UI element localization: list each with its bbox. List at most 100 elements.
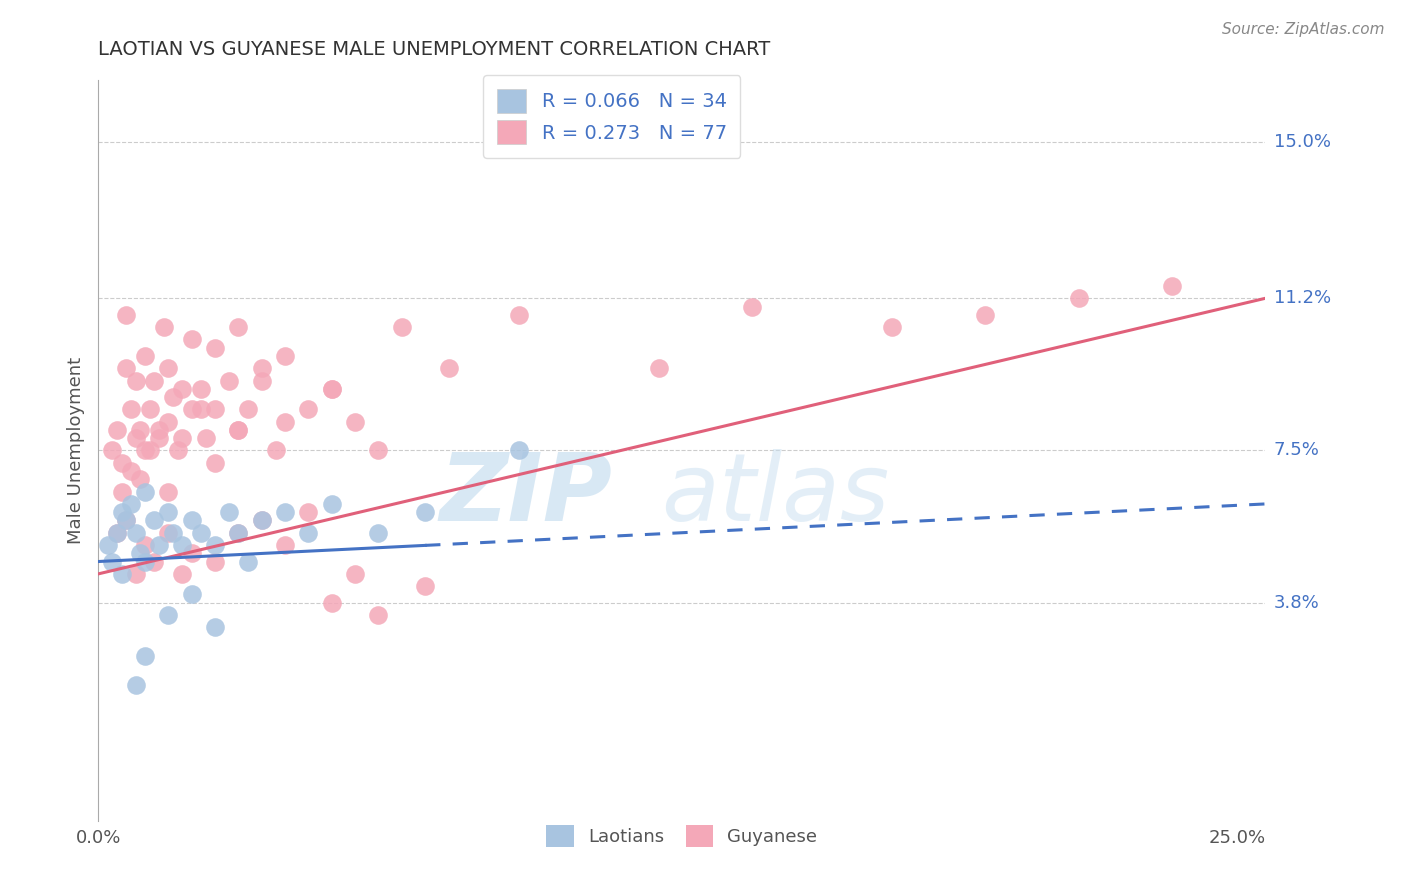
Point <box>218 374 240 388</box>
Point <box>129 423 152 437</box>
Point <box>321 497 343 511</box>
Point <box>297 505 319 519</box>
Point <box>157 415 180 429</box>
Point <box>180 333 202 347</box>
Point <box>101 554 124 569</box>
Point <box>172 538 194 552</box>
Point <box>413 505 436 519</box>
Text: 7.5%: 7.5% <box>1274 442 1320 459</box>
Point <box>152 320 174 334</box>
Point <box>172 431 194 445</box>
Text: 3.8%: 3.8% <box>1274 594 1319 612</box>
Point <box>228 423 250 437</box>
Point <box>228 423 250 437</box>
Point <box>139 443 162 458</box>
Point <box>97 538 120 552</box>
Text: 25.0%: 25.0% <box>1208 829 1265 847</box>
Point <box>134 349 156 363</box>
Point <box>148 423 170 437</box>
Point <box>148 431 170 445</box>
Point <box>101 443 124 458</box>
Point <box>974 308 997 322</box>
Point <box>111 505 134 519</box>
Point <box>647 361 669 376</box>
Point <box>508 443 530 458</box>
Point <box>344 566 367 581</box>
Point <box>204 456 226 470</box>
Point <box>190 382 212 396</box>
Point <box>204 341 226 355</box>
Point <box>162 390 184 404</box>
Point <box>125 374 148 388</box>
Point <box>437 361 460 376</box>
Point <box>250 374 273 388</box>
Text: Source: ZipAtlas.com: Source: ZipAtlas.com <box>1222 22 1385 37</box>
Point <box>250 513 273 527</box>
Point <box>157 607 180 622</box>
Point <box>204 402 226 417</box>
Point <box>190 402 212 417</box>
Point <box>105 423 128 437</box>
Y-axis label: Male Unemployment: Male Unemployment <box>66 357 84 544</box>
Text: atlas: atlas <box>661 450 890 541</box>
Point <box>228 525 250 540</box>
Point <box>367 443 389 458</box>
Point <box>297 402 319 417</box>
Point <box>321 596 343 610</box>
Point <box>508 308 530 322</box>
Point <box>143 554 166 569</box>
Text: LAOTIAN VS GUYANESE MALE UNEMPLOYMENT CORRELATION CHART: LAOTIAN VS GUYANESE MALE UNEMPLOYMENT CO… <box>98 40 770 59</box>
Point <box>134 554 156 569</box>
Point <box>228 320 250 334</box>
Point <box>194 431 217 445</box>
Point <box>741 300 763 314</box>
Point <box>115 513 138 527</box>
Point <box>250 513 273 527</box>
Point <box>105 525 128 540</box>
Point <box>274 505 297 519</box>
Point <box>111 484 134 499</box>
Point <box>236 554 259 569</box>
Point <box>129 472 152 486</box>
Point <box>125 525 148 540</box>
Point <box>1067 291 1090 305</box>
Point <box>274 415 297 429</box>
Point <box>115 361 138 376</box>
Point <box>236 402 259 417</box>
Point <box>143 513 166 527</box>
Point <box>134 649 156 664</box>
Point <box>204 538 226 552</box>
Point <box>139 402 162 417</box>
Point <box>120 497 142 511</box>
Point <box>172 566 194 581</box>
Point <box>134 443 156 458</box>
Point <box>391 320 413 334</box>
Point <box>180 546 202 560</box>
Legend: Laotians, Guyanese: Laotians, Guyanese <box>537 816 827 856</box>
Point <box>125 431 148 445</box>
Point <box>321 382 343 396</box>
Point <box>115 513 138 527</box>
Point <box>125 678 148 692</box>
Point <box>157 525 180 540</box>
Point <box>218 505 240 519</box>
Point <box>120 464 142 478</box>
Point <box>125 566 148 581</box>
Text: 0.0%: 0.0% <box>76 829 121 847</box>
Point <box>166 443 188 458</box>
Point <box>1161 279 1184 293</box>
Point <box>143 374 166 388</box>
Point <box>880 320 903 334</box>
Point <box>413 579 436 593</box>
Point <box>297 525 319 540</box>
Point <box>180 402 202 417</box>
Point <box>180 513 202 527</box>
Point <box>274 349 297 363</box>
Point <box>250 361 273 376</box>
Point <box>190 525 212 540</box>
Point <box>321 382 343 396</box>
Point <box>111 566 134 581</box>
Point <box>228 525 250 540</box>
Point <box>111 456 134 470</box>
Point <box>157 484 180 499</box>
